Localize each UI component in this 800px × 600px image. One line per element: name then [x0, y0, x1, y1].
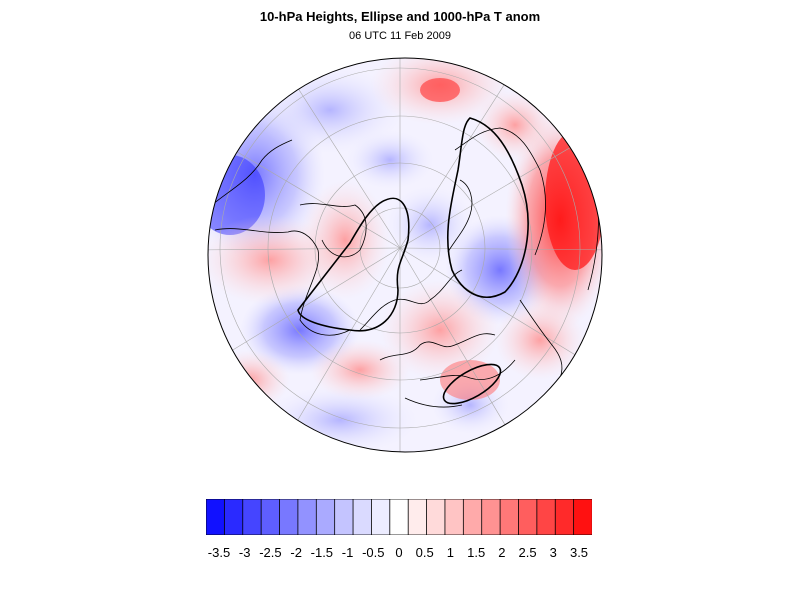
colorbar-swatch	[279, 499, 299, 535]
colorbar-swatch	[499, 499, 520, 535]
colorbar-swatch	[242, 499, 262, 535]
globe-outline	[207, 57, 603, 453]
colorbar-tick-label: -1	[341, 545, 354, 560]
colorbar-tick-label: 0.5	[415, 545, 434, 560]
colorbar-swatch	[315, 499, 336, 535]
colorbar-swatch	[518, 499, 538, 535]
colorbar-tick-label: 2.5	[518, 545, 537, 560]
colorbar-swatch	[554, 499, 575, 535]
colorbar-tick-label: 2	[498, 545, 506, 560]
anomaly-field	[208, 58, 602, 452]
colorbar-tick-label: 0	[395, 545, 403, 560]
colorbar-swatch	[462, 499, 483, 535]
graticule	[208, 58, 602, 452]
colorbar-tick-label: 3	[549, 545, 557, 560]
height-contours	[297, 117, 529, 405]
colorbar-tick-label: 1	[446, 545, 455, 560]
colorbar-swatch	[371, 499, 391, 535]
colorbar	[206, 499, 592, 535]
colorbar-tick-label: 1.5	[467, 545, 486, 560]
coastlines	[211, 119, 599, 408]
colorbar-swatch	[260, 499, 281, 535]
colorbar-swatch	[426, 499, 446, 535]
colorbar-tick-label: 3.5	[569, 545, 589, 560]
colorbar-tick-label: -1.5	[310, 545, 334, 560]
small-ellipse-contour	[442, 363, 502, 405]
colorbar-tick-label: -0.5	[362, 545, 385, 560]
colorbar-swatch	[223, 499, 244, 535]
colorbar-tick-label: -3.5	[207, 545, 231, 560]
colorbar-tick-label: -2.5	[259, 545, 282, 560]
colorbar-swatch	[297, 499, 317, 535]
colorbar-swatch	[389, 499, 409, 535]
colorbar-swatch	[334, 499, 354, 535]
colorbar-swatch	[352, 499, 373, 535]
colorbar-swatch	[206, 499, 226, 535]
colorbar-swatch	[481, 499, 501, 535]
map-subtitle: 06 UTC 11 Feb 2009	[349, 30, 451, 42]
colorbar-swatches	[206, 499, 592, 535]
colorbar-swatch	[407, 499, 428, 535]
blocking-contour	[446, 117, 529, 298]
polar-vortex-ellipse	[297, 197, 410, 332]
colorbar-tick-label: -2	[290, 545, 302, 560]
colorbar-swatch	[536, 499, 556, 535]
colorbar-tick-label: -3	[238, 545, 251, 560]
colorbar-swatch	[444, 499, 465, 535]
colorbar-swatch	[573, 499, 592, 535]
map-title: 10-hPa Heights, Ellipse and 1000-hPa T a…	[259, 9, 541, 24]
